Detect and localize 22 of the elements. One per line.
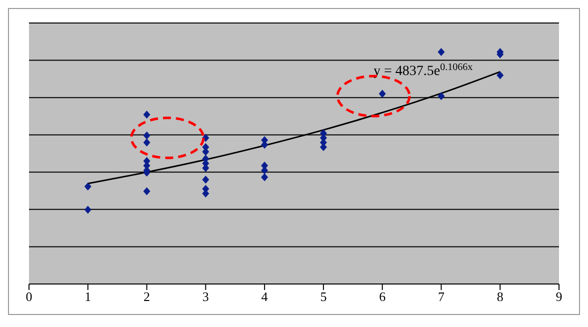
x-tick-label: 9 <box>556 289 562 304</box>
point <box>202 176 210 184</box>
point <box>261 173 268 182</box>
point <box>496 71 504 80</box>
x-tick-label: 0 <box>26 289 32 304</box>
point <box>143 110 150 119</box>
x-tick-label: 7 <box>438 289 445 304</box>
x-tick-label: 3 <box>202 289 209 304</box>
point <box>438 92 445 100</box>
point <box>378 90 386 98</box>
x-tick-label: 8 <box>496 289 504 304</box>
x-tick-label: 1 <box>84 289 92 304</box>
x-tick-label: 6 <box>379 289 386 304</box>
point <box>143 138 150 146</box>
point <box>84 206 92 214</box>
x-tick-label: 5 <box>320 289 327 304</box>
x-tick-label: 2 <box>144 289 150 304</box>
point <box>438 48 445 56</box>
point <box>143 132 150 140</box>
point <box>143 187 150 196</box>
point <box>84 182 92 191</box>
x-tick-label: 4 <box>261 289 268 304</box>
